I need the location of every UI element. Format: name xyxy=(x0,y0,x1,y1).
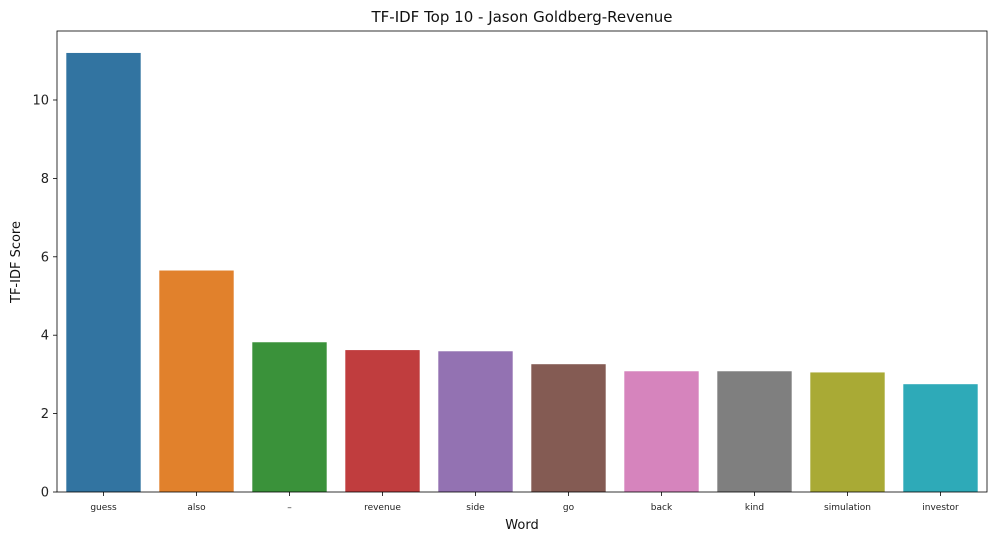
axes-layer: guess also – revenue side go back kind simulatio… xyxy=(32,30,988,513)
bar-0 xyxy=(66,52,141,492)
bar-1 xyxy=(159,270,234,492)
chart-title: TF-IDF Top 10 - Jason Goldberg-Revenue xyxy=(371,8,673,26)
x-tick-label-9: investor xyxy=(922,503,959,513)
x-tick-label-5: go xyxy=(563,503,575,513)
y-tick-label-1: 2 xyxy=(41,407,49,422)
y-axis-label: TF-IDF Score xyxy=(9,221,24,304)
x-tick-label-6: back xyxy=(651,503,673,513)
y-tick-label-2: 4 xyxy=(41,329,49,344)
y-tick-label-0: 0 xyxy=(41,486,49,501)
bar-6 xyxy=(624,371,699,492)
x-tick-label-3: revenue xyxy=(364,503,401,513)
bars-layer xyxy=(66,52,978,492)
x-tick-label-2: – xyxy=(287,503,292,513)
bar-9 xyxy=(903,384,978,492)
bar-3 xyxy=(345,350,420,492)
x-tick-label-0: guess xyxy=(90,503,117,513)
y-tick-label-5: 10 xyxy=(32,93,49,108)
y-tick-label-4: 8 xyxy=(41,172,49,187)
bar-7 xyxy=(717,371,792,492)
y-tick-label-3: 6 xyxy=(41,250,49,265)
bar-8 xyxy=(810,372,885,492)
bar-4 xyxy=(438,351,513,492)
x-axis-label: Word xyxy=(505,518,538,533)
x-tick-label-1: also xyxy=(187,503,206,513)
x-tick-label-8: simulation xyxy=(824,503,871,513)
x-tick-label-7: kind xyxy=(745,503,764,513)
bar-2 xyxy=(252,342,327,492)
bar-5 xyxy=(531,364,606,492)
x-tick-label-4: side xyxy=(466,503,485,513)
plot-frame xyxy=(56,30,988,493)
